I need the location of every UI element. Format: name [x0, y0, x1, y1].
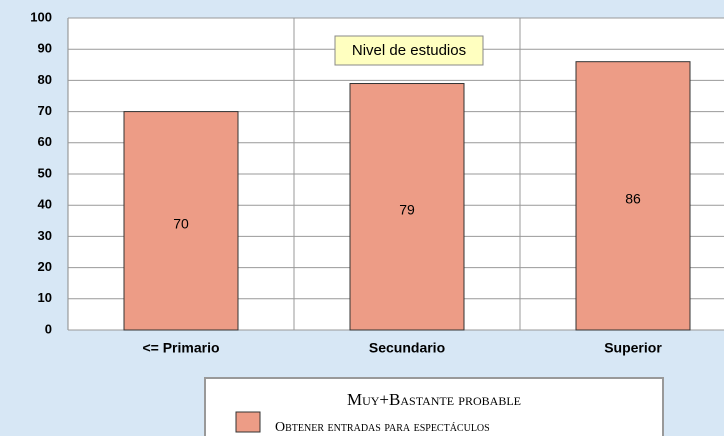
data-label: 86	[625, 191, 641, 207]
y-tick-label: 100	[30, 9, 52, 24]
legend-box	[204, 377, 664, 436]
y-tick-label: 30	[38, 228, 52, 243]
bar	[575, 61, 691, 331]
y-tick-label: 0	[45, 321, 52, 336]
y-tick-label: 10	[38, 290, 52, 305]
y-tick-label: 90	[38, 41, 52, 56]
legend-title: Muy+Bastante probable	[347, 390, 521, 409]
x-tick-label: Secundario	[369, 340, 445, 356]
data-label: 70	[173, 216, 189, 232]
legend-swatch	[235, 411, 261, 433]
x-tick-label: <= Primario	[142, 340, 219, 356]
bar	[349, 83, 465, 331]
data-label: 79	[399, 201, 415, 217]
title-box	[334, 35, 484, 66]
y-tick-label: 70	[38, 103, 52, 118]
bar	[123, 111, 239, 331]
y-tick-label: 60	[38, 134, 52, 149]
y-tick-label: 20	[38, 259, 52, 274]
layer: 0 10 20 30 40 50 60 70 80 90 100 <= Primario 70 Secun…	[30, 9, 724, 356]
chart-title: Nivel de estudios	[352, 42, 466, 59]
y-tick-label: 80	[38, 72, 52, 87]
x-tick-label: Superior	[604, 340, 662, 356]
y-tick-label: 50	[38, 165, 52, 180]
legend-label: Obtener entradas para espectáculos	[275, 420, 490, 435]
y-tick-label: 40	[38, 197, 52, 212]
